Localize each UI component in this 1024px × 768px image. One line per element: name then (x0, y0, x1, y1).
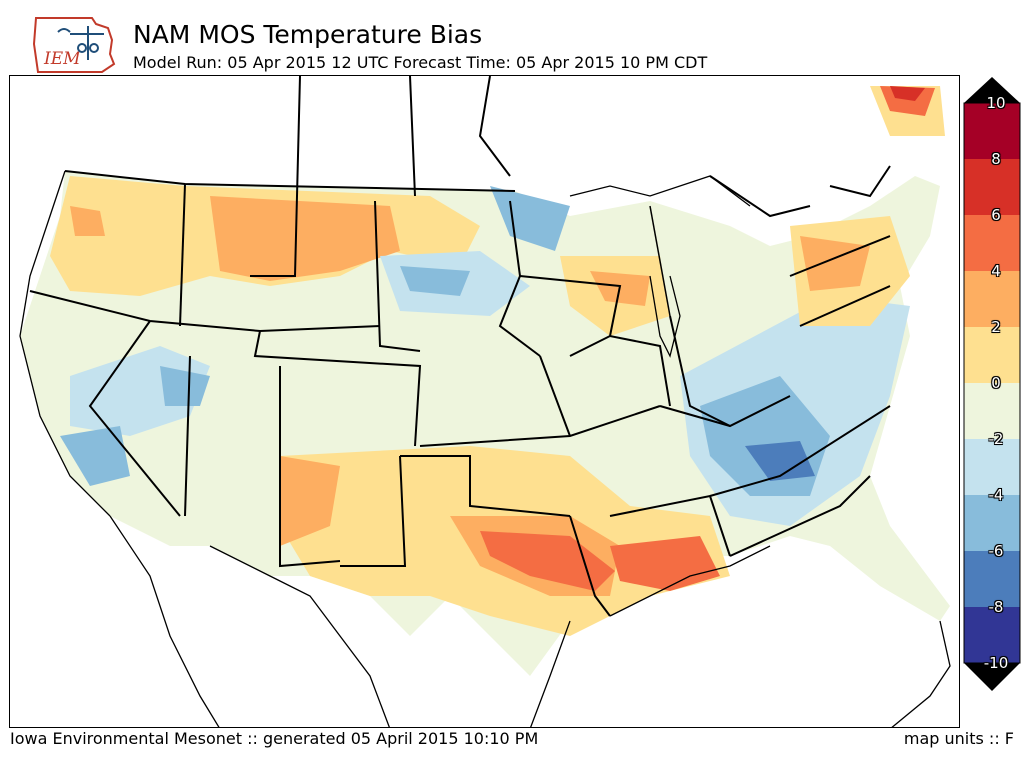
map-subtitle: Model Run: 05 Apr 2015 12 UTC Forecast T… (133, 53, 708, 72)
map-title: NAM MOS Temperature Bias (133, 20, 483, 49)
colorbar-tick-label: 4 (991, 262, 1001, 280)
colorbar-bin (964, 103, 1020, 160)
colorbar-over-arrow (964, 77, 1020, 103)
footer-credit: Iowa Environmental Mesonet :: generated … (10, 729, 539, 748)
coastlines (19, 170, 951, 727)
colorbar-bin (964, 271, 1020, 328)
colorbar-tick-label: -2 (988, 430, 1004, 448)
colorbar-bin (964, 495, 1020, 552)
colorbar-bin (964, 439, 1020, 496)
colorbar (963, 77, 1021, 691)
colorbar-tick-label: 0 (991, 374, 1001, 392)
colorbar-bin (964, 383, 1020, 440)
colorbar-tick-label: 8 (991, 150, 1001, 168)
colorbar-bin (964, 327, 1020, 384)
state-boundaries (29, 76, 891, 617)
colorbar-tick-label: 2 (991, 318, 1001, 336)
temperature-bias-map (9, 75, 960, 728)
colorbar-bin (964, 551, 1020, 608)
iem-logo: IEM (32, 17, 116, 73)
colorbar-tick-label: 6 (991, 206, 1001, 224)
map-units: map units :: F (903, 729, 1014, 748)
colorbar-tick-label: -4 (988, 486, 1004, 504)
colorbar-bin (964, 607, 1020, 664)
colorbar-tick-label: -6 (988, 542, 1004, 560)
colorbar-under-arrow (964, 663, 1020, 691)
contour-fills (20, 86, 950, 676)
colorbar-tick-label: -8 (988, 598, 1004, 616)
colorbar-bin (964, 159, 1020, 216)
svg-text:IEM: IEM (43, 49, 81, 69)
colorbar-tick-label: 10 (986, 94, 1006, 112)
colorbar-tick-label: -10 (983, 654, 1009, 672)
colorbar-bin (964, 215, 1020, 272)
